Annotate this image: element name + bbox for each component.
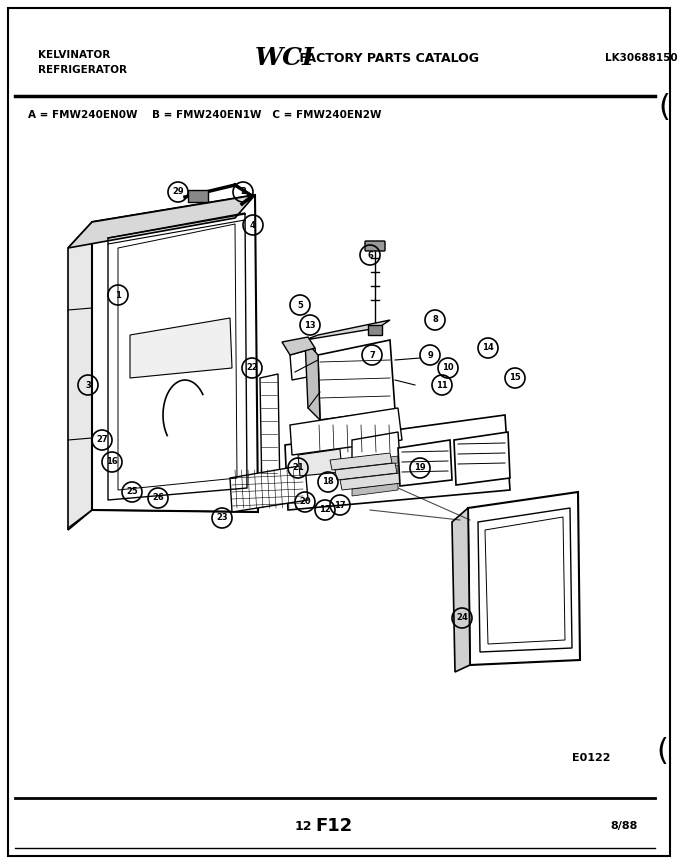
Text: A = FMW240EN0W    B = FMW240EN1W   C = FMW240EN2W: A = FMW240EN0W B = FMW240EN1W C = FMW240… (28, 110, 381, 120)
Text: 10: 10 (442, 364, 454, 372)
Polygon shape (318, 340, 395, 420)
Polygon shape (298, 449, 342, 476)
Text: 14: 14 (482, 344, 494, 353)
Text: (: ( (658, 93, 670, 123)
Text: 9: 9 (427, 351, 433, 359)
Text: 1: 1 (115, 290, 121, 300)
Text: 24: 24 (456, 613, 468, 622)
Text: 13: 13 (304, 321, 316, 329)
Text: E0122: E0122 (572, 753, 611, 763)
Text: 29: 29 (172, 187, 184, 196)
Bar (368, 325, 382, 335)
Polygon shape (335, 463, 397, 480)
Text: 16: 16 (106, 458, 118, 467)
Polygon shape (454, 432, 510, 485)
Text: 2: 2 (240, 187, 246, 196)
Polygon shape (468, 492, 580, 665)
Polygon shape (290, 348, 318, 380)
Text: 18: 18 (322, 478, 334, 486)
Polygon shape (352, 465, 398, 478)
Polygon shape (285, 415, 510, 510)
Polygon shape (352, 483, 398, 496)
Text: LK30688150: LK30688150 (605, 53, 678, 63)
Polygon shape (92, 195, 258, 512)
Polygon shape (352, 456, 398, 469)
Polygon shape (68, 222, 92, 530)
Text: FACTORY PARTS CATALOG: FACTORY PARTS CATALOG (295, 52, 479, 65)
Polygon shape (282, 337, 315, 355)
FancyBboxPatch shape (365, 241, 385, 251)
Text: 12: 12 (295, 819, 313, 833)
Text: 4: 4 (250, 220, 256, 230)
Text: 23: 23 (216, 513, 228, 523)
Text: REFRIGERATOR: REFRIGERATOR (38, 65, 127, 75)
Polygon shape (330, 453, 392, 470)
Polygon shape (305, 340, 320, 420)
Polygon shape (130, 318, 232, 378)
Polygon shape (452, 508, 470, 672)
Text: 8: 8 (432, 315, 438, 325)
Text: KELVINATOR: KELVINATOR (38, 50, 110, 60)
Text: 22: 22 (246, 364, 258, 372)
Polygon shape (398, 440, 452, 486)
Text: 15: 15 (509, 373, 521, 383)
Text: 20: 20 (299, 498, 311, 506)
Polygon shape (68, 195, 255, 248)
Text: 12: 12 (319, 505, 331, 514)
Text: (: ( (656, 738, 668, 766)
Text: 3: 3 (85, 380, 91, 390)
Polygon shape (352, 432, 400, 466)
Text: 5: 5 (297, 301, 303, 309)
Text: 6: 6 (367, 251, 373, 259)
Text: 17: 17 (334, 500, 346, 510)
Text: 8/88: 8/88 (610, 821, 637, 831)
Polygon shape (260, 374, 280, 498)
Polygon shape (352, 474, 398, 487)
Text: 26: 26 (152, 493, 164, 503)
Text: 19: 19 (414, 463, 426, 473)
Bar (188, 190, 208, 202)
Text: WCI: WCI (255, 46, 315, 70)
Text: 7: 7 (369, 351, 375, 359)
Text: 25: 25 (126, 487, 138, 497)
Text: 27: 27 (96, 435, 108, 444)
Text: F12: F12 (315, 817, 352, 835)
Polygon shape (290, 408, 402, 455)
Polygon shape (230, 465, 308, 512)
Text: 21: 21 (292, 463, 304, 473)
Text: 11: 11 (436, 380, 448, 390)
Polygon shape (305, 320, 390, 340)
Polygon shape (340, 473, 402, 490)
